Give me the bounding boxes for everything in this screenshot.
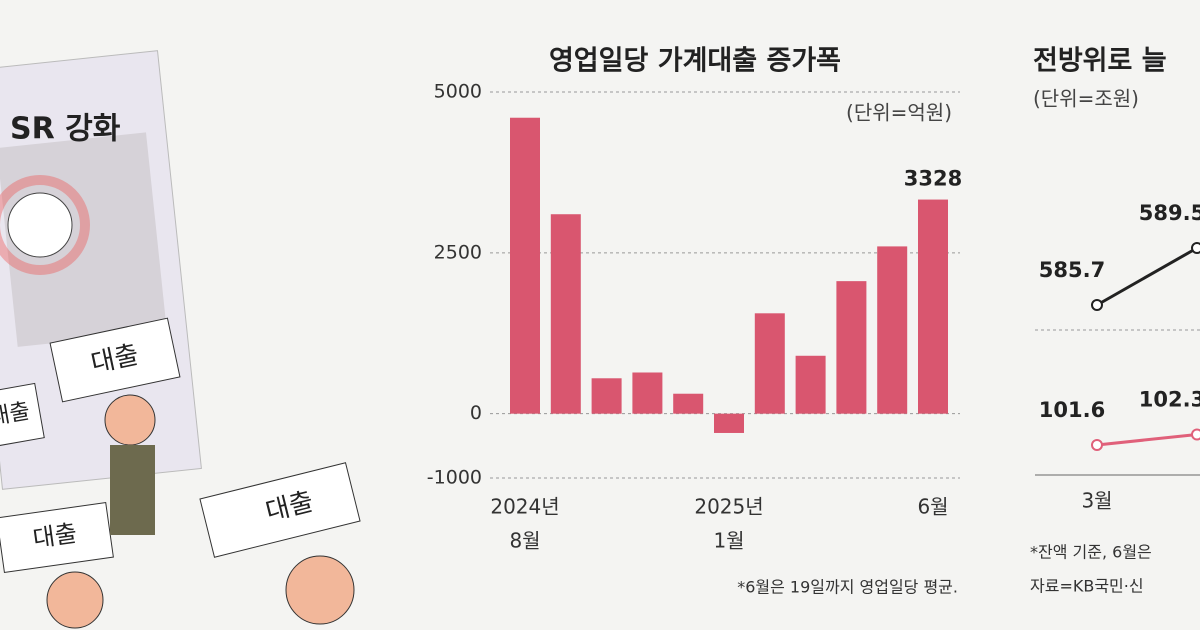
bar [754,313,785,414]
person [110,445,155,535]
footnote: 자료=KB국민·신 [1030,577,1144,596]
x-tick-label: 8월 [509,529,540,553]
sign [0,502,114,573]
bar [836,281,867,414]
bar [550,214,581,414]
series-line [1096,246,1198,307]
point [1191,428,1200,441]
unit-label: (단위=억원) [846,101,952,125]
illustration: SR 강화 대출 대출 대출 대출 [0,50,361,629]
glow [0,175,90,275]
point [1191,242,1200,254]
x-tick-label: 2025년 [694,495,763,519]
x-tick-label: 1월 [713,529,744,553]
y-tick-label: 0 [470,402,482,424]
bar [673,393,704,414]
x-tick-label: 6월 [917,495,948,519]
value-label: 589.5 [1139,201,1200,225]
chart-title: 영업일당 가계대출 증가폭 [549,46,841,77]
bar [510,117,540,414]
value-label: 102.3 [1139,388,1200,412]
face [7,192,73,258]
y-tick-label: 5000 [434,81,482,103]
point [1091,299,1103,311]
x-tick-label: 3월 [1081,489,1112,513]
sign-text: 대출 [31,519,79,553]
sign [0,382,45,453]
point [1091,439,1103,451]
person [46,571,104,629]
bar [918,199,948,414]
bar [591,378,622,414]
footnote: *6월은 19일까지 영업일당 평균. [737,578,958,597]
unit-label: (단위=조원) [1033,87,1139,111]
footnote: *잔액 기준, 6월은 [1030,543,1152,562]
poster-text: SR 강화 [10,112,121,147]
person [285,555,355,625]
y-tick-label: -1000 [427,467,482,489]
sign [199,462,361,558]
person [104,394,156,446]
value-label: 3328 [904,167,962,191]
bar [632,372,663,414]
bar [877,246,908,414]
sign [49,317,181,403]
value-label: 101.6 [1039,398,1105,422]
y-tick-label: 2500 [434,241,482,263]
series-line [1096,433,1198,447]
bar [795,355,826,414]
chart-title: 전방위로 늘 [1033,46,1167,77]
x-tick-label: 2024년 [490,495,559,519]
poster-photo [0,132,167,347]
bar [714,413,744,433]
value-label: 585.7 [1039,258,1105,282]
